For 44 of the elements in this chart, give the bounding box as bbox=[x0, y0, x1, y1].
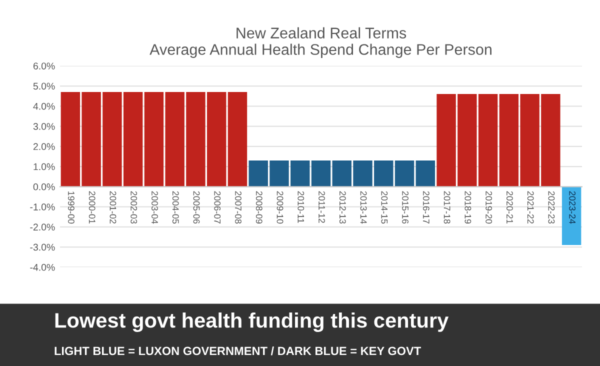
bar bbox=[228, 92, 248, 187]
y-tick-label: 6.0% bbox=[33, 62, 55, 70]
y-tick-label: -2.0% bbox=[30, 224, 55, 231]
text: LIGHT BLUE = LUXON GOVERNMENT / DARK BLUE = KEY GOVT bbox=[54, 346, 421, 356]
x-tick-label: 2013-14 bbox=[360, 191, 367, 224]
x-tick-label: 2005-06 bbox=[193, 191, 200, 224]
x-tick-label: 2022-23 bbox=[548, 191, 555, 224]
x-tick-label: 2014-15 bbox=[381, 191, 388, 224]
y-tick-label: 0.0% bbox=[33, 183, 55, 190]
x-tick-label: 2000-01 bbox=[88, 191, 96, 224]
x-tick-label: 2004-05 bbox=[172, 191, 179, 224]
x-tick-label: 2012-13 bbox=[339, 191, 346, 224]
bar bbox=[562, 186, 582, 246]
x-tick-label: 2002-03 bbox=[130, 191, 138, 224]
bar bbox=[311, 160, 331, 187]
y-tick-label: 4.0% bbox=[33, 102, 55, 110]
x-tick-label: 2019-20 bbox=[486, 191, 492, 224]
x-tick-label: 2018-19 bbox=[464, 191, 472, 224]
x-tick-label: 2007-08 bbox=[235, 191, 242, 224]
x-tick-label: 2021-22 bbox=[527, 191, 534, 224]
y-tick-label: 5.0% bbox=[33, 82, 55, 90]
y-tick-label: 3.0% bbox=[33, 123, 55, 130]
y-tick-label: -3.0% bbox=[30, 244, 55, 251]
x-tick-label: 2023-24 bbox=[569, 191, 576, 224]
x-tick-label: 2003-04 bbox=[152, 191, 158, 224]
x-tick-label: 2009-10 bbox=[276, 191, 284, 224]
x-tick-label: 2017-18 bbox=[444, 191, 450, 224]
x-tick-label: 2016-17 bbox=[422, 191, 430, 224]
chart-title: New Zealand Real Terms Average Annual Health Spend Change Per Person bbox=[150, 27, 492, 58]
y-tick-label: 1.0% bbox=[34, 163, 55, 170]
x-tick-label: 2006-07 bbox=[214, 191, 221, 224]
y-tick-label: 2.0% bbox=[33, 143, 55, 150]
x-tick-label: 2020-21 bbox=[506, 191, 513, 224]
x-tick-label: 1999-00 bbox=[68, 192, 74, 224]
x-tick-label: 2008-09 bbox=[256, 191, 262, 224]
y-tick-label: -1.0% bbox=[30, 204, 55, 210]
text: Lowest govt health funding this century bbox=[55, 312, 449, 332]
bar bbox=[394, 160, 414, 187]
x-tick-label: 2001-02 bbox=[110, 191, 116, 224]
y-tick-label: -4.0% bbox=[30, 264, 55, 271]
bar bbox=[416, 160, 436, 187]
x-tick-label: 2011-12 bbox=[318, 191, 325, 223]
x-tick-label: 2010-11 bbox=[298, 191, 304, 223]
x-tick-label: 2015-16 bbox=[402, 191, 408, 224]
